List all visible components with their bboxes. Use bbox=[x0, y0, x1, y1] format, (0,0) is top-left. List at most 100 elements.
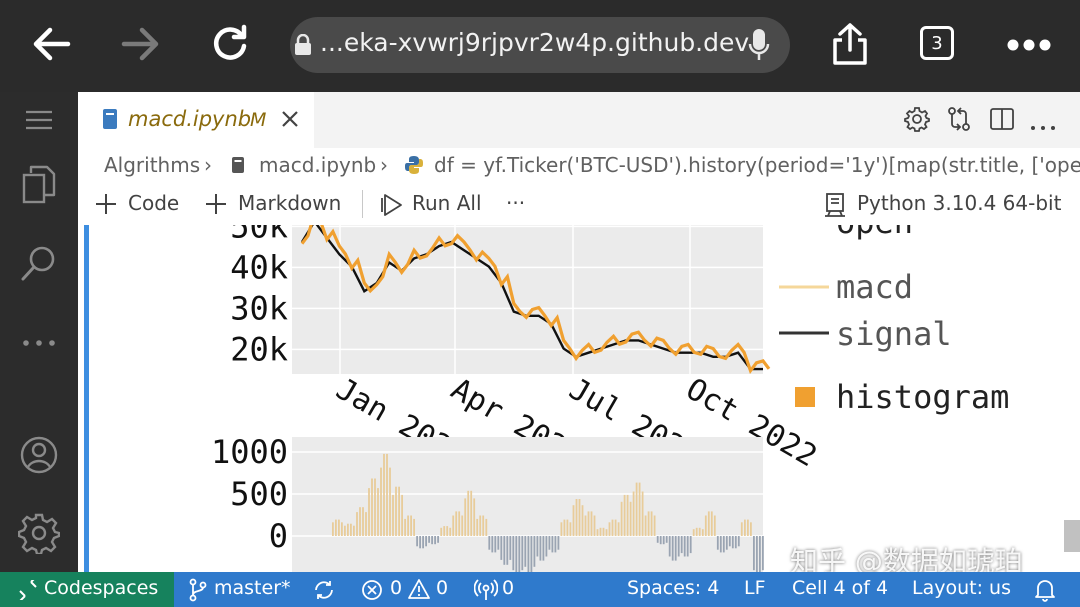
histogram-bar bbox=[596, 529, 599, 536]
address-bar[interactable] bbox=[290, 17, 790, 73]
histogram-bar bbox=[641, 491, 644, 536]
python-icon bbox=[404, 155, 424, 179]
bell-icon[interactable] bbox=[1034, 578, 1056, 606]
histogram-bar bbox=[701, 529, 704, 536]
kernel-selector[interactable]: Python 3.10.4 64-bit bbox=[857, 191, 1062, 215]
histogram-bar bbox=[740, 522, 743, 536]
search-icon[interactable] bbox=[14, 238, 64, 288]
histogram-bar bbox=[614, 519, 617, 536]
account-icon[interactable] bbox=[14, 430, 64, 480]
histogram-bar bbox=[545, 536, 548, 557]
error-count[interactable]: 0 bbox=[390, 577, 403, 599]
eol-button[interactable]: LF bbox=[744, 577, 766, 599]
cell-indicator[interactable]: Cell 4 of 4 bbox=[792, 577, 889, 599]
histogram-bar bbox=[756, 536, 758, 572]
histogram-bar bbox=[461, 515, 464, 536]
histogram-bar bbox=[725, 536, 728, 550]
histogram-bar bbox=[581, 505, 584, 536]
histogram-bar bbox=[665, 536, 668, 543]
histogram-bar bbox=[479, 515, 482, 536]
reload-icon[interactable] bbox=[202, 16, 258, 72]
more-views-icon[interactable] bbox=[14, 318, 64, 368]
explorer-icon[interactable] bbox=[14, 160, 64, 210]
histogram-bar bbox=[647, 511, 650, 536]
histogram-bar bbox=[488, 536, 491, 550]
forward-icon[interactable] bbox=[112, 16, 168, 72]
histogram-bar bbox=[473, 498, 476, 536]
histogram-bar bbox=[368, 488, 370, 536]
histogram-bar bbox=[554, 536, 557, 553]
histogram-bar bbox=[747, 519, 749, 536]
run-all-button[interactable]: Run All bbox=[412, 191, 482, 215]
tab-title: macd.ipynb bbox=[128, 107, 252, 131]
histogram-bar bbox=[422, 536, 424, 549]
histogram-bar bbox=[593, 515, 596, 536]
breadcrumb-file[interactable]: macd.ipynb bbox=[259, 153, 377, 177]
price-line bbox=[300, 225, 771, 375]
split-editor-icon[interactable] bbox=[989, 106, 1015, 136]
histogram-bar bbox=[635, 482, 638, 536]
histogram-bar bbox=[398, 486, 400, 536]
histogram-bar bbox=[494, 536, 497, 553]
histogram-bar bbox=[449, 527, 452, 536]
git-branch-icon bbox=[188, 578, 208, 606]
add-markdown-cell-button[interactable]: Markdown bbox=[238, 191, 342, 215]
histogram-bar bbox=[563, 519, 566, 536]
histogram-bar bbox=[503, 536, 506, 565]
error-icon[interactable] bbox=[361, 579, 383, 605]
histogram-bar bbox=[759, 536, 761, 572]
scrollbar-thumb[interactable] bbox=[1064, 520, 1080, 552]
breadcrumb-cell[interactable]: df = yf.Ticker('BTC-USD').history(period… bbox=[434, 153, 1080, 177]
more-options-icon[interactable] bbox=[1006, 37, 1052, 56]
histogram-bar bbox=[455, 511, 458, 536]
warning-icon[interactable] bbox=[408, 578, 430, 604]
ports-icon[interactable] bbox=[473, 579, 499, 605]
histogram-bar bbox=[365, 512, 367, 536]
histogram-bar bbox=[686, 536, 689, 557]
toolbar-more-button[interactable]: ··· bbox=[506, 191, 526, 215]
keyboard-layout-button[interactable]: Layout: us bbox=[912, 577, 1011, 599]
histogram-bar bbox=[599, 527, 602, 536]
microphone-icon[interactable] bbox=[748, 28, 770, 66]
back-icon[interactable] bbox=[24, 16, 80, 72]
histogram-bar bbox=[744, 519, 746, 536]
editor-tab-macd[interactable] bbox=[78, 92, 314, 148]
histogram-bar bbox=[386, 453, 388, 536]
tab-count-button[interactable]: 3 bbox=[920, 26, 954, 60]
kernel-icon bbox=[823, 192, 847, 222]
histogram-bar bbox=[464, 498, 467, 536]
remote-indicator[interactable] bbox=[0, 572, 174, 607]
histogram-bar bbox=[716, 536, 719, 550]
histogram-bar bbox=[722, 536, 725, 553]
histogram-bar bbox=[395, 486, 397, 536]
histogram-bar bbox=[704, 515, 707, 536]
histogram-bar bbox=[410, 515, 412, 536]
settings-gear-icon[interactable] bbox=[14, 508, 64, 558]
menu-icon[interactable] bbox=[14, 95, 64, 145]
histogram-bar bbox=[371, 478, 373, 536]
share-icon[interactable] bbox=[830, 22, 870, 70]
indentation-button[interactable]: Spaces: 4 bbox=[627, 577, 720, 599]
sync-icon[interactable] bbox=[313, 579, 335, 605]
git-branch-button[interactable]: master* bbox=[214, 577, 291, 599]
ports-count[interactable]: 0 bbox=[502, 577, 515, 599]
histogram-bar bbox=[392, 494, 394, 536]
histogram-bar bbox=[560, 522, 563, 536]
histogram-bar bbox=[389, 467, 391, 536]
histogram-bar bbox=[674, 536, 677, 561]
add-code-cell-button[interactable]: Code bbox=[128, 191, 180, 215]
editor-more-icon[interactable] bbox=[1030, 116, 1056, 135]
histogram-bar bbox=[446, 526, 449, 536]
histogram-bar bbox=[605, 529, 608, 536]
histogram-bar bbox=[653, 515, 656, 536]
histogram-bar bbox=[536, 536, 539, 557]
histogram-bar bbox=[347, 523, 349, 536]
gear-icon[interactable] bbox=[904, 106, 930, 136]
warning-count[interactable]: 0 bbox=[436, 577, 449, 599]
close-tab-icon[interactable] bbox=[280, 109, 300, 133]
compare-changes-icon[interactable] bbox=[946, 106, 972, 136]
histogram-bar bbox=[572, 505, 575, 536]
breadcrumb-folder[interactable]: Algrithms bbox=[104, 153, 201, 177]
histogram-bar bbox=[578, 499, 581, 536]
